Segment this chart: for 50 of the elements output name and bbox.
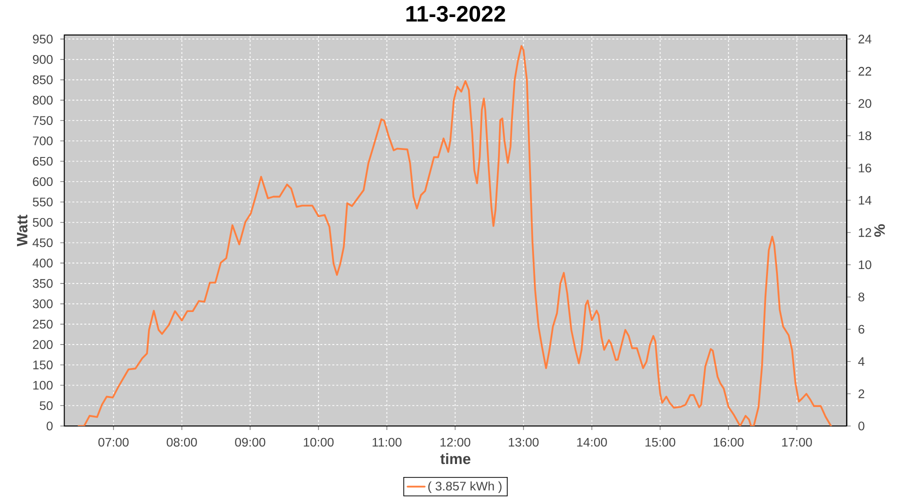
x-tick-label: 14:00 bbox=[577, 438, 607, 447]
y2-tick-label: 16 bbox=[858, 164, 872, 172]
y2-tick-label: 4 bbox=[858, 357, 864, 366]
x-tick-label: 07:00 bbox=[98, 438, 129, 447]
y-tick-label: 900 bbox=[32, 55, 53, 64]
x-tick-label: 10:00 bbox=[304, 438, 334, 447]
y-tick-label: 300 bbox=[32, 299, 53, 308]
x-tick-label: 15:00 bbox=[646, 438, 676, 447]
chart-title: 11-3-2022 bbox=[406, 6, 506, 22]
x-tick-label: 17:00 bbox=[782, 438, 812, 447]
x-axis-title: time bbox=[440, 453, 470, 464]
y-tick-label: 700 bbox=[32, 136, 53, 146]
y-tick-label: 350 bbox=[32, 279, 53, 288]
y2-tick-label: 0 bbox=[858, 422, 864, 430]
y-tick-label: 400 bbox=[32, 258, 53, 268]
y-tick-label: 650 bbox=[32, 156, 53, 166]
y2-tick-label: 8 bbox=[858, 292, 864, 302]
y-tick-label: 750 bbox=[32, 116, 53, 125]
y2-tick-label: 2 bbox=[858, 389, 864, 398]
x-tick-label: 11:00 bbox=[372, 438, 402, 447]
y2-tick-label: 14 bbox=[858, 196, 872, 205]
y2-tick-label: 22 bbox=[858, 66, 872, 76]
y2-tick-label: 12 bbox=[858, 228, 872, 237]
y2-tick-label: 20 bbox=[858, 99, 872, 108]
x-tick-label: 16:00 bbox=[714, 438, 744, 447]
y-tick-label: 950 bbox=[32, 34, 53, 44]
y-tick-label: 100 bbox=[33, 380, 53, 390]
y2-tick-label: 24 bbox=[858, 34, 872, 44]
y-tick-label: 600 bbox=[32, 177, 53, 186]
y-tick-label: 500 bbox=[32, 218, 53, 227]
y-axis-title: Watt bbox=[17, 214, 28, 246]
y-tick-label: 200 bbox=[32, 340, 53, 349]
line-series bbox=[78, 45, 832, 426]
y-tick-label: 0 bbox=[46, 422, 53, 430]
y-tick-label: 250 bbox=[32, 320, 53, 329]
x-tick-label: 09:00 bbox=[235, 438, 266, 447]
y-tick-label: 150 bbox=[33, 360, 53, 370]
y2-tick-label: 18 bbox=[858, 131, 872, 140]
y2-tick-label: 10 bbox=[858, 260, 872, 270]
y-tick-label: 850 bbox=[32, 75, 53, 84]
x-tick-label: 13:00 bbox=[508, 438, 539, 447]
y-tick-label: 550 bbox=[32, 198, 53, 206]
y-tick-label: 800 bbox=[32, 96, 53, 105]
legend-label: ( 3.857 kWh ) bbox=[428, 481, 502, 493]
y2-tick-label: 6 bbox=[858, 324, 864, 334]
x-tick-label: 12:00 bbox=[440, 438, 470, 447]
y-tick-label: 50 bbox=[40, 401, 53, 410]
x-tick-label: 08:00 bbox=[166, 438, 197, 447]
y2-axis-title: % bbox=[874, 224, 885, 237]
y-tick-label: 450 bbox=[32, 238, 53, 248]
